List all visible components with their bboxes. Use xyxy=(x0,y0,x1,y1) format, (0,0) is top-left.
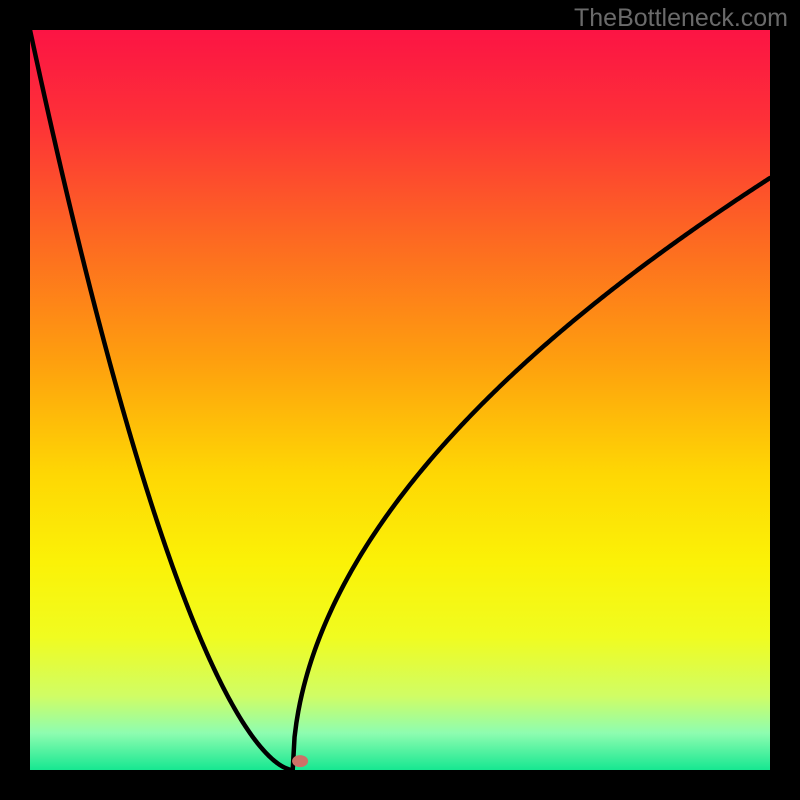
watermark-text: TheBottleneck.com xyxy=(574,4,788,33)
optimum-marker xyxy=(292,755,308,767)
gradient-background xyxy=(30,30,770,770)
plot-svg xyxy=(30,30,770,770)
plot-area xyxy=(30,30,770,770)
chart-container: TheBottleneck.com xyxy=(0,0,800,800)
